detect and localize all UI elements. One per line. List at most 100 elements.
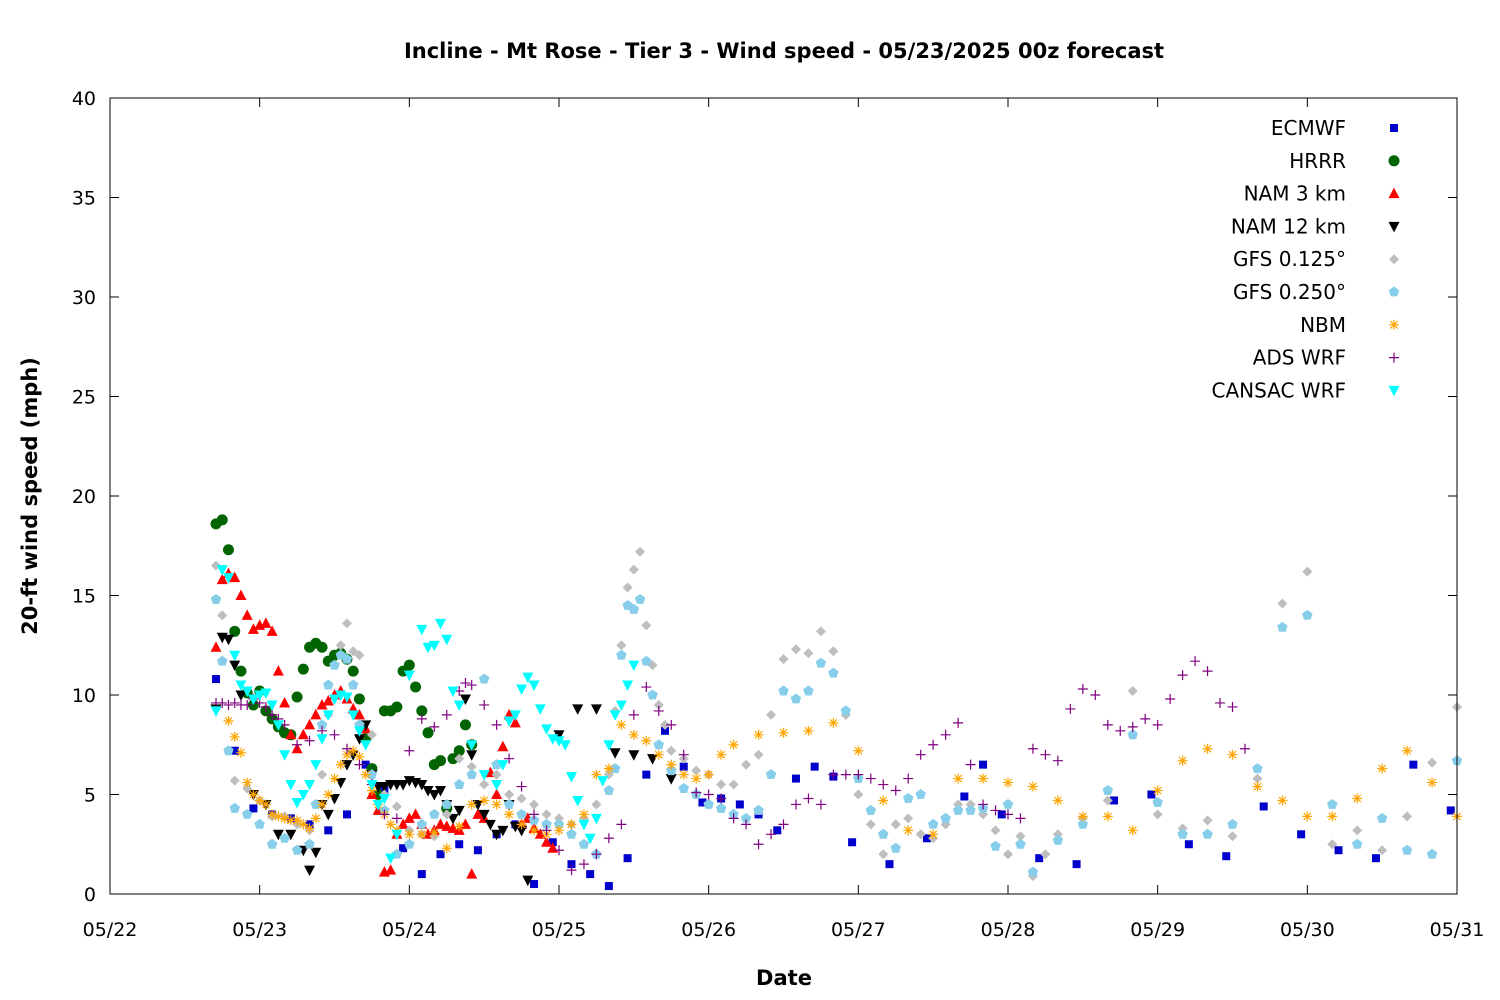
data-point	[435, 818, 447, 829]
data-point	[616, 649, 627, 660]
data-point	[497, 740, 509, 752]
data-point	[1259, 802, 1268, 811]
data-point	[422, 642, 434, 654]
data-point	[653, 705, 664, 716]
data-point	[385, 853, 397, 865]
data-point	[1215, 697, 1226, 708]
data-point	[378, 793, 390, 805]
data-point	[728, 739, 739, 750]
legend-label: NAM 3 km	[1244, 182, 1346, 206]
data-point	[1040, 749, 1051, 760]
data-point	[616, 719, 627, 730]
data-point	[416, 713, 427, 724]
data-point	[1227, 818, 1238, 829]
data-point	[753, 749, 764, 760]
data-point	[790, 799, 801, 810]
data-point	[229, 660, 241, 672]
data-point	[1409, 760, 1418, 769]
data-point	[285, 780, 297, 791]
data-point	[491, 769, 502, 780]
data-point	[479, 779, 490, 790]
data-point	[310, 708, 322, 720]
data-point	[473, 846, 482, 855]
data-point	[478, 673, 490, 684]
data-point	[661, 726, 670, 735]
data-point	[429, 827, 440, 838]
data-point	[266, 700, 278, 711]
data-point	[366, 729, 377, 740]
data-point	[447, 822, 459, 833]
data-point	[341, 653, 353, 664]
data-point	[591, 769, 602, 780]
data-point	[341, 749, 352, 760]
data-point	[878, 779, 889, 790]
data-point	[735, 800, 744, 809]
legend-label: GFS 0.250°	[1233, 280, 1346, 304]
data-point	[509, 716, 521, 728]
data-point	[1227, 701, 1238, 712]
data-point	[503, 799, 515, 809]
legend-label: ADS WRF	[1253, 346, 1346, 370]
data-point	[641, 682, 652, 693]
data-point	[353, 693, 365, 705]
data-point	[765, 769, 777, 779]
data-point	[603, 833, 614, 844]
data-point	[453, 805, 465, 817]
data-point	[223, 715, 234, 726]
data-point	[778, 819, 789, 830]
data-point	[516, 808, 527, 819]
data-point	[953, 717, 964, 728]
data-point	[952, 804, 964, 815]
data-point	[915, 829, 926, 840]
data-point	[391, 813, 402, 824]
data-point	[441, 709, 452, 720]
data-point	[335, 640, 346, 651]
data-point	[1127, 729, 1138, 740]
data-point	[953, 773, 964, 784]
data-point	[1352, 793, 1363, 804]
data-point	[1252, 781, 1263, 792]
data-point	[1327, 799, 1338, 809]
data-point	[466, 761, 477, 772]
data-point	[285, 815, 296, 826]
data-point	[304, 823, 315, 834]
data-point	[1015, 838, 1026, 849]
data-point	[553, 736, 565, 747]
data-point	[260, 799, 271, 810]
data-point	[653, 699, 664, 710]
data-point	[459, 719, 471, 731]
data-point	[591, 849, 602, 860]
data-point	[1077, 811, 1088, 822]
data-point	[310, 847, 322, 859]
data-point	[354, 751, 365, 762]
data-point	[416, 829, 427, 840]
data-point	[422, 727, 434, 739]
data-point	[441, 799, 452, 809]
data-point	[1277, 598, 1288, 609]
data-point	[753, 729, 764, 740]
data-point	[940, 812, 951, 823]
data-point	[516, 684, 528, 696]
data-point	[1302, 811, 1313, 822]
data-point	[260, 688, 272, 700]
x-tick-label: 05/25	[532, 919, 587, 941]
data-point	[322, 694, 334, 706]
data-point	[529, 809, 540, 820]
data-point	[666, 719, 677, 730]
data-point	[965, 759, 976, 770]
data-point	[572, 795, 584, 807]
data-point	[815, 657, 827, 668]
x-tick-label: 05/28	[981, 919, 1036, 941]
data-point	[279, 696, 291, 708]
y-tick-label: 15	[72, 586, 96, 608]
data-point	[865, 819, 876, 830]
axis-ticks: 05/22 05/23 05/24 05/25 05/26 05/27 05/28 05/29…	[72, 88, 1485, 941]
data-point	[291, 797, 303, 809]
data-point	[1377, 763, 1388, 774]
data-point	[347, 665, 359, 677]
data-point	[342, 810, 351, 819]
data-point	[791, 774, 800, 783]
data-point	[298, 819, 309, 830]
data-point	[454, 753, 465, 764]
